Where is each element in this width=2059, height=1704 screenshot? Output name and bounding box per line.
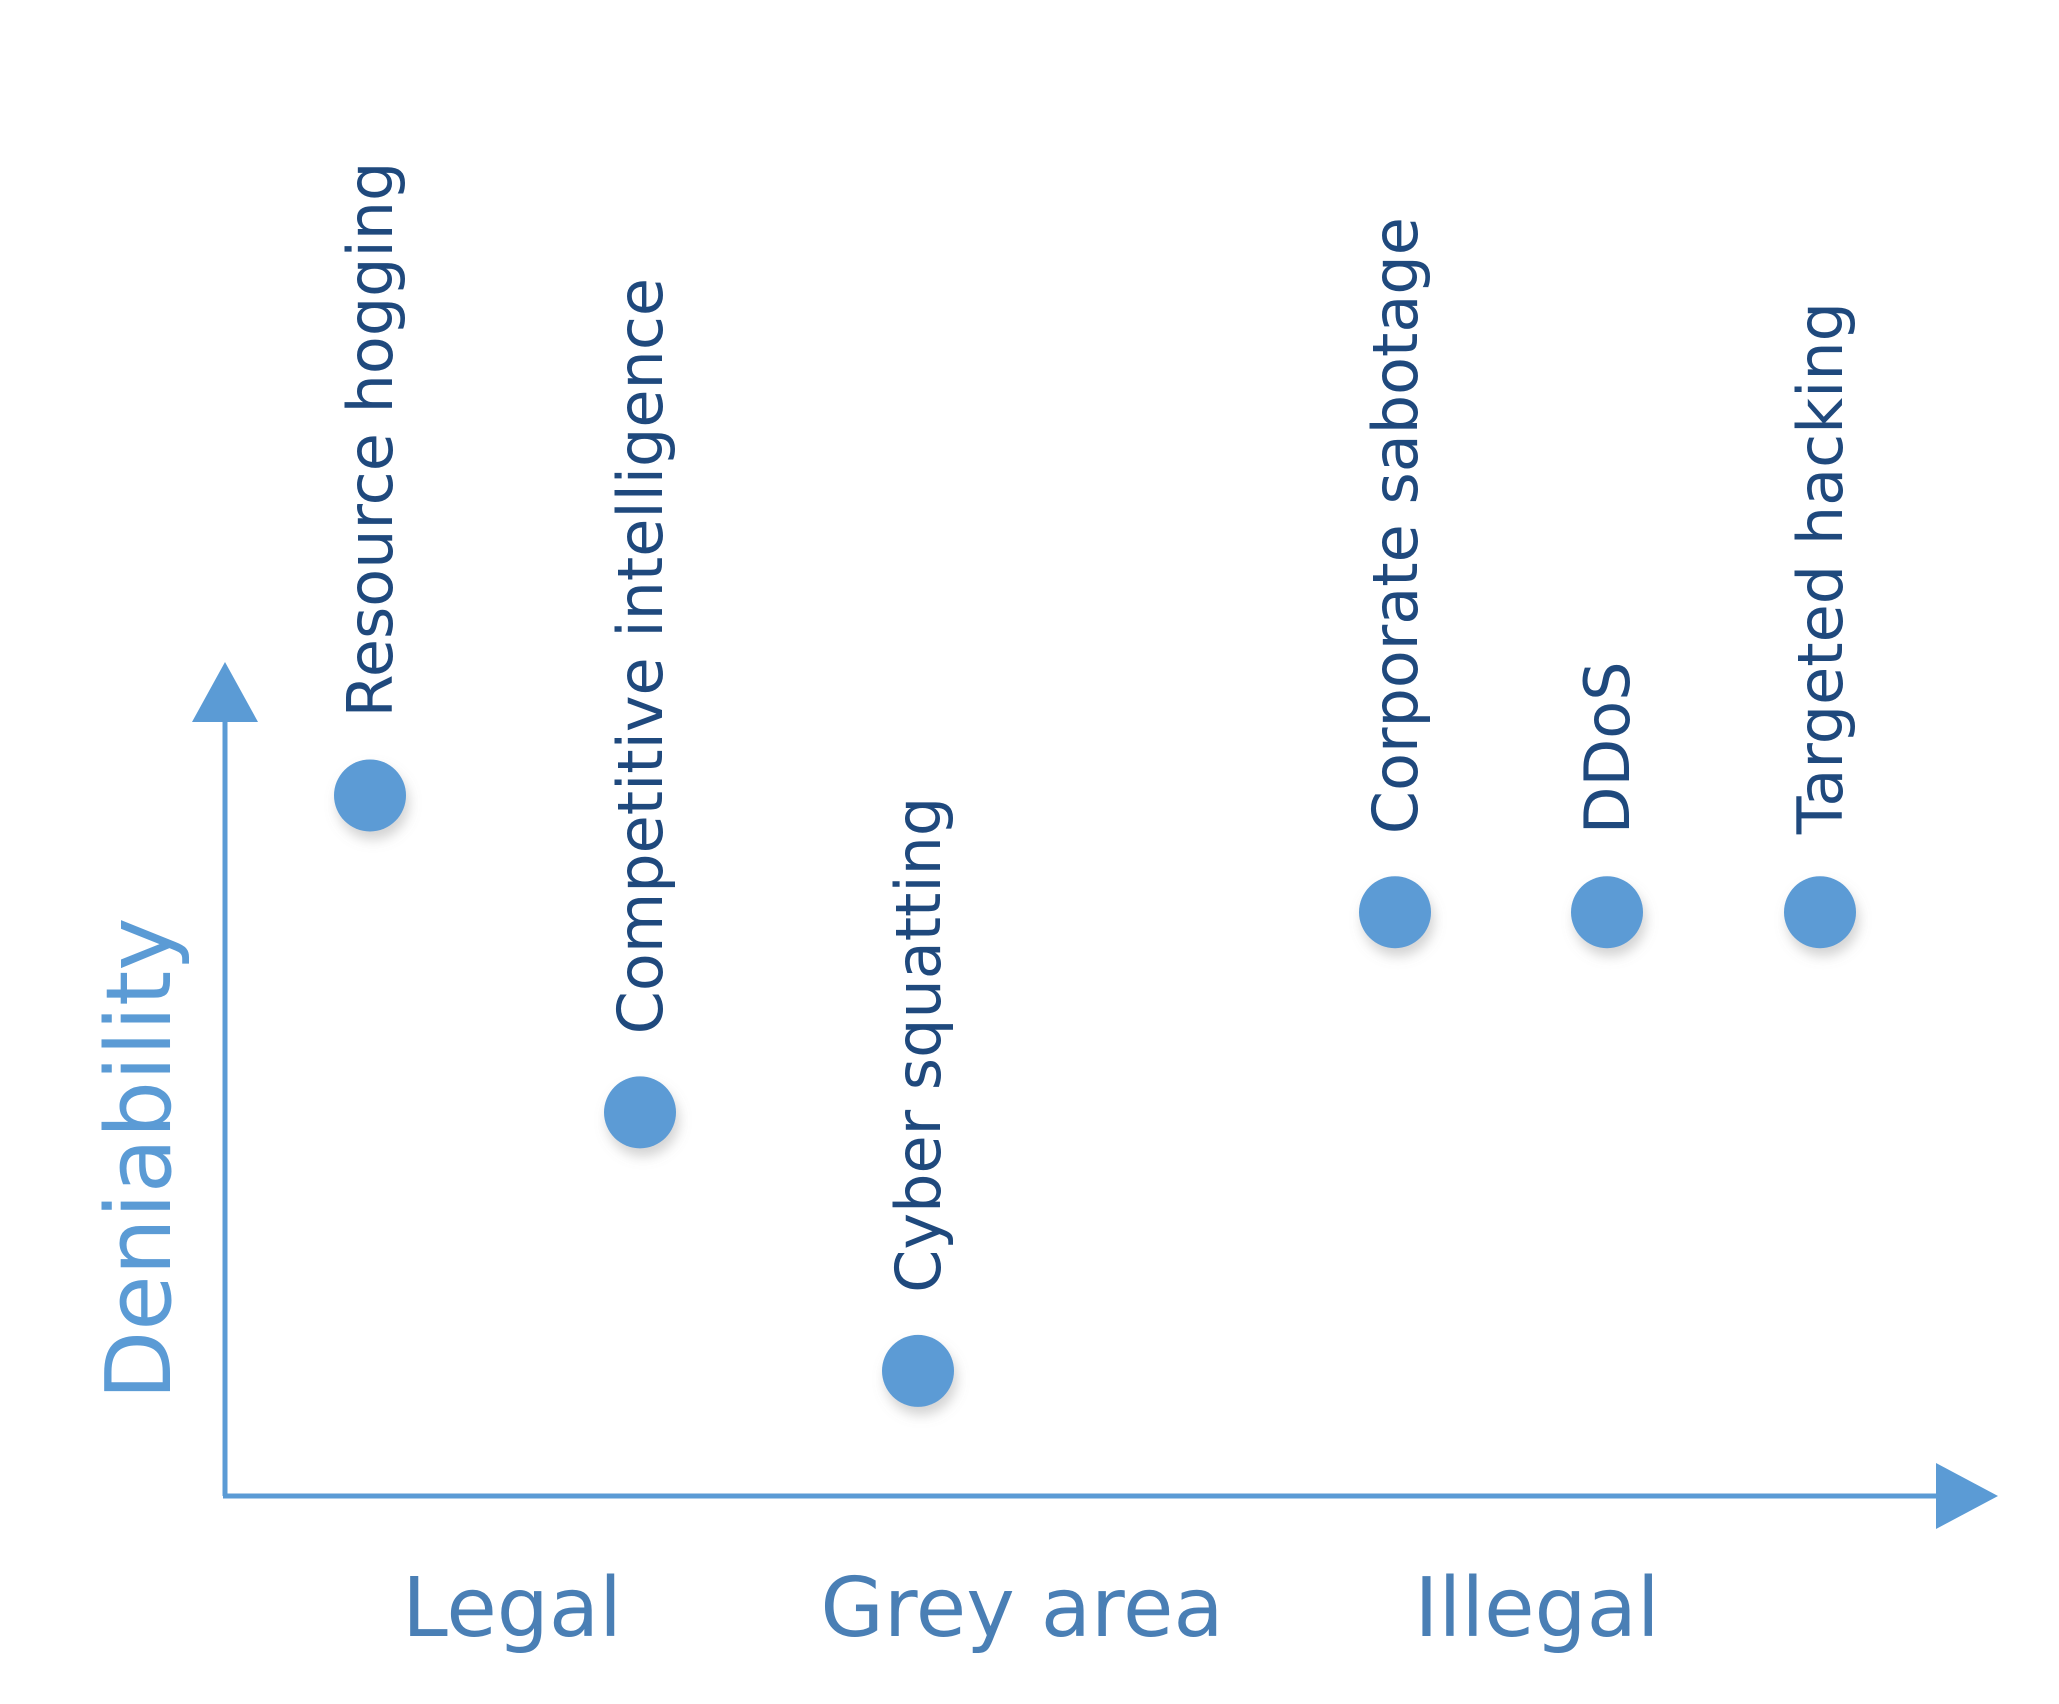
point-competitive-intelligence bbox=[604, 1076, 676, 1149]
point-targeted-hacking bbox=[1784, 876, 1856, 949]
point-label-competitive-intelligence: Competitive intelligence bbox=[604, 278, 677, 1034]
x-category-label-grey-area: Grey area bbox=[820, 1561, 1223, 1656]
y-axis-label: Deniability bbox=[87, 917, 192, 1400]
point-ddos bbox=[1571, 876, 1643, 949]
point-cyber-squatting bbox=[882, 1334, 954, 1407]
point-resource-hogging bbox=[334, 759, 406, 832]
point-label-corporate-sabotage: Corporate sabotage bbox=[1359, 217, 1432, 834]
point-label-targeted-hacking: Targeted hacking bbox=[1784, 302, 1857, 835]
point-label-cyber-squatting: Cyber squatting bbox=[882, 797, 955, 1293]
x-axis-arrow bbox=[1936, 1463, 1998, 1529]
point-label-resource-hogging: Resource hogging bbox=[334, 162, 407, 718]
y-axis-arrow bbox=[192, 662, 258, 722]
x-category-label-illegal: Illegal bbox=[1414, 1561, 1659, 1656]
data-points: Resource hogging Competitive intelligence… bbox=[334, 162, 1857, 1407]
point-label-ddos: DDoS bbox=[1571, 661, 1644, 834]
x-category-label-legal: Legal bbox=[402, 1561, 622, 1656]
point-corporate-sabotage bbox=[1359, 876, 1431, 949]
